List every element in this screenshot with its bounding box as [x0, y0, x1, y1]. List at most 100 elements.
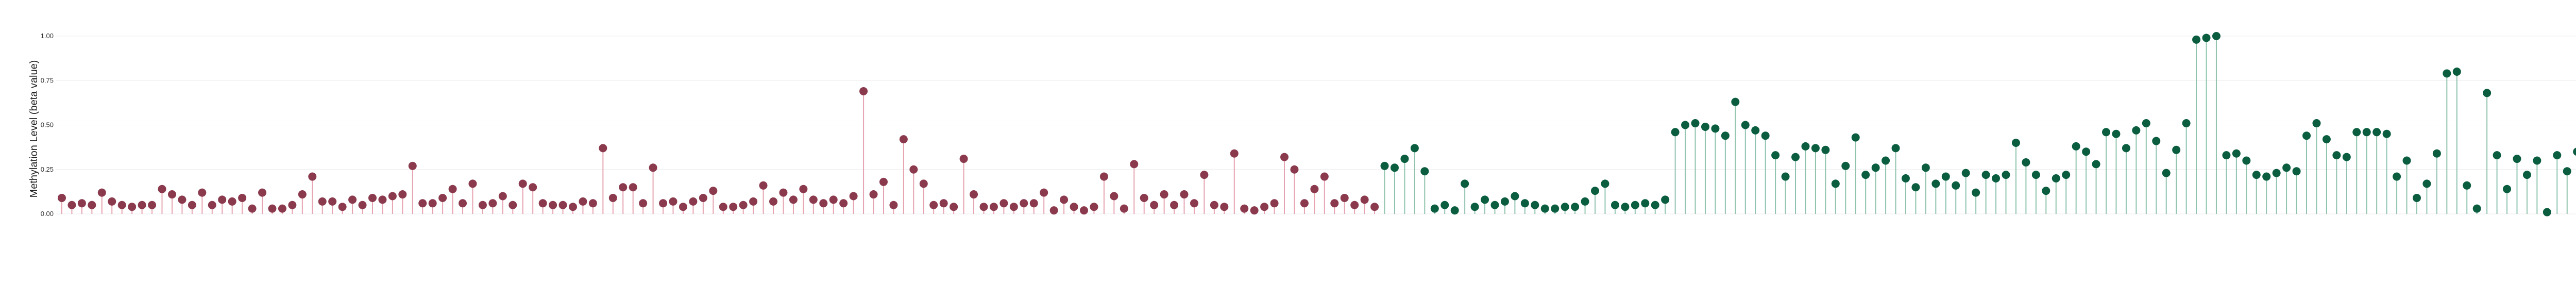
data-point: [218, 195, 227, 204]
data-point: [889, 201, 898, 209]
y-tick-label: 0.25: [41, 165, 54, 173]
data-point: [1310, 185, 1319, 193]
data-point: [2503, 185, 2512, 193]
data-point: [2362, 128, 2371, 137]
data-point: [929, 201, 938, 209]
data-point: [909, 165, 918, 174]
data-point: [1661, 195, 1670, 204]
data-point: [599, 144, 607, 153]
data-point: [2483, 89, 2492, 97]
data-point: [388, 192, 397, 201]
data-point: [689, 197, 698, 206]
data-point: [1430, 204, 1439, 213]
data-point: [759, 181, 768, 190]
data-point: [2172, 145, 2181, 154]
data-point: [619, 183, 628, 192]
data-point: [829, 195, 838, 204]
data-point: [308, 172, 317, 181]
data-point: [88, 201, 96, 209]
data-point: [1481, 195, 1489, 204]
data-point: [1400, 155, 1409, 163]
data-point: [518, 179, 527, 188]
data-point: [1681, 121, 1690, 129]
data-point: [2412, 193, 2421, 202]
data-point: [649, 163, 657, 172]
data-point: [2082, 147, 2091, 156]
data-point: [1049, 206, 1058, 215]
data-point: [1981, 171, 1990, 179]
data-point: [579, 197, 587, 206]
data-point: [338, 203, 347, 211]
data-point: [2322, 135, 2331, 144]
data-point: [2533, 156, 2541, 165]
data-point: [779, 188, 788, 197]
data-point: [1110, 192, 1118, 201]
data-point: [1230, 149, 1239, 158]
data-point: [549, 201, 557, 209]
data-point: [398, 190, 407, 199]
data-point: [2042, 187, 2050, 195]
data-point: [1691, 119, 1700, 128]
y-tick-label: 0.75: [41, 76, 54, 84]
y-tick-label: 1.00: [41, 32, 54, 40]
data-point: [950, 203, 958, 211]
data-point: [1751, 126, 1760, 135]
data-point: [58, 193, 66, 202]
data-point: [1420, 167, 1429, 176]
data-point: [869, 190, 878, 199]
data-point: [1210, 201, 1218, 209]
data-point: [2072, 142, 2080, 151]
data-point: [1811, 144, 1820, 153]
data-point: [2292, 167, 2301, 176]
data-point: [1901, 174, 1910, 182]
data-point: [2102, 128, 2110, 137]
data-point: [1761, 131, 1770, 140]
data-point: [2011, 139, 2020, 147]
data-point: [679, 203, 687, 211]
data-point: [408, 161, 417, 170]
data-point: [2422, 179, 2431, 188]
data-point: [1270, 199, 1279, 208]
data-point: [459, 199, 467, 208]
data-point: [1771, 151, 1780, 160]
data-point: [1009, 203, 1018, 211]
data-point: [208, 201, 216, 209]
data-point: [849, 192, 858, 201]
data-point: [1801, 142, 1810, 151]
data-point: [2052, 174, 2060, 182]
data-point: [1170, 201, 1179, 209]
data-point: [138, 201, 146, 209]
data-point: [2222, 151, 2231, 160]
data-point: [2463, 181, 2471, 190]
data-point: [1120, 204, 1128, 213]
data-point: [1461, 179, 1469, 188]
data-point: [2302, 131, 2311, 140]
data-point: [588, 199, 597, 208]
data-point: [1020, 199, 1028, 208]
data-point: [1791, 153, 1800, 161]
y-axis-ticks: 0.00 0.25 0.50 0.75 1.00: [41, 32, 54, 218]
data-point: [178, 195, 187, 204]
data-point: [2232, 149, 2241, 158]
data-point: [1350, 201, 1359, 209]
data-point: [659, 199, 668, 208]
data-point: [188, 201, 196, 209]
data-point: [1711, 124, 1720, 133]
data-point: [288, 201, 297, 209]
data-point: [569, 203, 577, 211]
data-point: [2182, 119, 2191, 128]
data-point: [2312, 119, 2321, 128]
data-point: [1440, 201, 1449, 209]
data-point: [258, 188, 267, 197]
data-point: [2002, 171, 2010, 179]
data-point: [1300, 199, 1309, 208]
data-point: [248, 204, 257, 213]
data-point: [1340, 193, 1349, 202]
data-point: [348, 195, 357, 204]
data-point: [2402, 156, 2411, 165]
data-point: [879, 177, 888, 186]
data-point: [2242, 156, 2251, 165]
data-point: [418, 199, 427, 208]
data-point: [1320, 172, 1329, 181]
